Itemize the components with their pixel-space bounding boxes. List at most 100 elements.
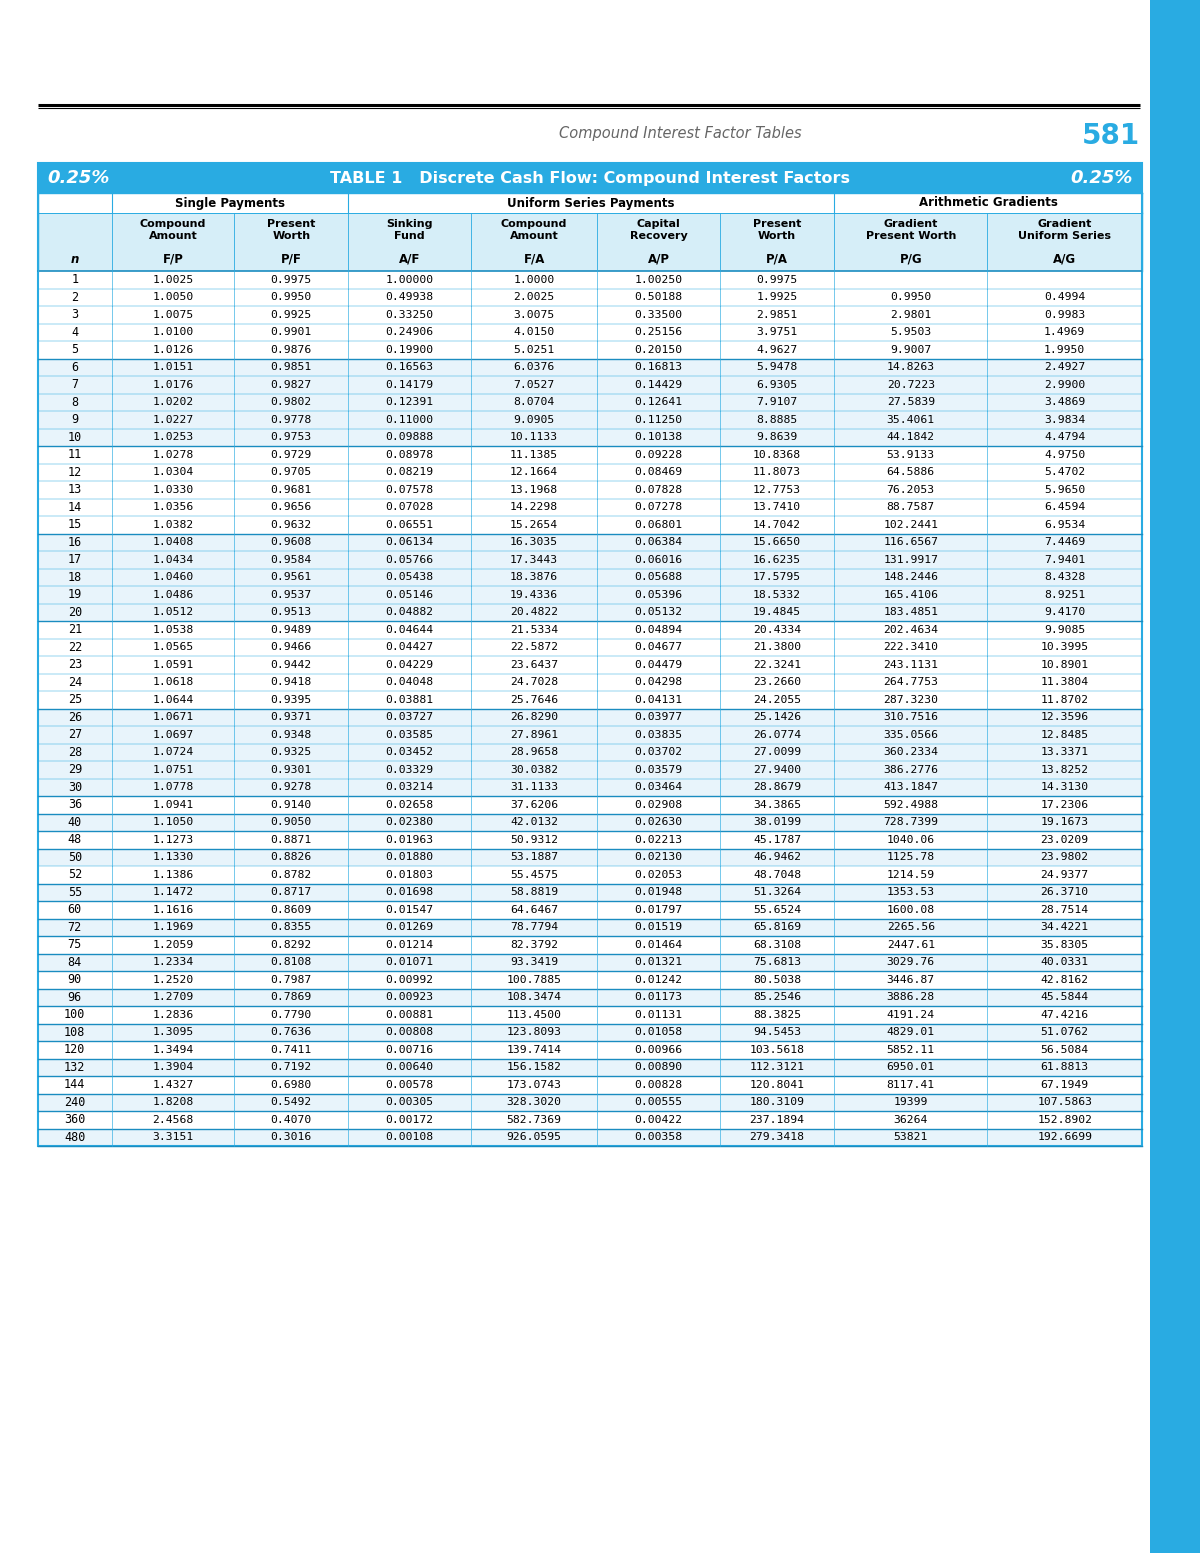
Text: 0.33500: 0.33500: [635, 309, 683, 320]
Text: 0.01547: 0.01547: [385, 905, 433, 915]
Text: 1.00250: 1.00250: [635, 275, 683, 284]
Text: 42.0132: 42.0132: [510, 817, 558, 828]
Text: 1.0538: 1.0538: [152, 624, 193, 635]
Text: P/A: P/A: [766, 253, 788, 266]
Text: 0.01173: 0.01173: [635, 992, 683, 1002]
Text: 0.9681: 0.9681: [271, 485, 312, 495]
Bar: [38, 778, 1142, 797]
Text: 0.00358: 0.00358: [635, 1132, 683, 1143]
Text: 0.9901: 0.9901: [271, 328, 312, 337]
Text: 0.01464: 0.01464: [635, 940, 683, 950]
Text: 0.8826: 0.8826: [271, 853, 312, 862]
Bar: [38, 163, 1142, 193]
Text: 0.06551: 0.06551: [385, 520, 433, 530]
Text: 27.5839: 27.5839: [887, 398, 935, 407]
Text: 0.9050: 0.9050: [271, 817, 312, 828]
Bar: [38, 376, 1142, 393]
Text: 21: 21: [67, 623, 82, 637]
Text: 1.8208: 1.8208: [152, 1098, 193, 1107]
Text: 1.3494: 1.3494: [152, 1045, 193, 1054]
Text: 2: 2: [71, 290, 78, 304]
Text: 30.0382: 30.0382: [510, 764, 558, 775]
Text: 23.9802: 23.9802: [1040, 853, 1088, 862]
Text: 5.0251: 5.0251: [514, 345, 554, 354]
Text: 1.1969: 1.1969: [152, 922, 193, 932]
Text: A/P: A/P: [648, 253, 670, 266]
Bar: [38, 848, 1142, 867]
Text: 38.0199: 38.0199: [754, 817, 802, 828]
Bar: [38, 814, 1142, 831]
Text: 0.04894: 0.04894: [635, 624, 683, 635]
Text: 36: 36: [67, 798, 82, 811]
Text: 0.09228: 0.09228: [635, 450, 683, 460]
Text: 26.3710: 26.3710: [1040, 887, 1088, 898]
Text: 0.19900: 0.19900: [385, 345, 433, 354]
Text: Capital
Recovery: Capital Recovery: [630, 219, 688, 241]
Text: 0.3016: 0.3016: [271, 1132, 312, 1143]
Text: 0.9950: 0.9950: [890, 292, 931, 303]
Bar: [38, 568, 1142, 585]
Text: 1040.06: 1040.06: [887, 836, 935, 845]
Text: 93.3419: 93.3419: [510, 957, 558, 968]
Bar: [38, 213, 1142, 272]
Text: 360.2334: 360.2334: [883, 747, 938, 758]
Text: 0.24906: 0.24906: [385, 328, 433, 337]
Text: 0.00555: 0.00555: [635, 1098, 683, 1107]
Text: 5.4702: 5.4702: [1044, 467, 1085, 477]
Text: 1.0202: 1.0202: [152, 398, 193, 407]
Bar: [38, 323, 1142, 342]
Text: 100.7885: 100.7885: [506, 975, 562, 985]
Text: 0.02213: 0.02213: [635, 836, 683, 845]
Text: 4829.01: 4829.01: [887, 1027, 935, 1037]
Text: 131.9917: 131.9917: [883, 554, 938, 565]
Text: 2.4568: 2.4568: [152, 1115, 193, 1124]
Text: 1.2709: 1.2709: [152, 992, 193, 1002]
Text: 5.9478: 5.9478: [756, 362, 798, 373]
Bar: [38, 463, 1142, 481]
Text: 1.0025: 1.0025: [152, 275, 193, 284]
Text: 0.00578: 0.00578: [385, 1079, 433, 1090]
Text: 3: 3: [71, 307, 78, 321]
Text: 55: 55: [67, 885, 82, 899]
Text: 27: 27: [67, 728, 82, 741]
Text: 28.7514: 28.7514: [1040, 905, 1088, 915]
Text: 0.01797: 0.01797: [635, 905, 683, 915]
Text: 0.9395: 0.9395: [271, 694, 312, 705]
Text: 15.6650: 15.6650: [754, 537, 802, 547]
Text: 8.0704: 8.0704: [514, 398, 554, 407]
Text: 82.3792: 82.3792: [510, 940, 558, 950]
Text: 0.9876: 0.9876: [271, 345, 312, 354]
Text: 14.3130: 14.3130: [1040, 783, 1088, 792]
Text: 80.5038: 80.5038: [754, 975, 802, 985]
Text: 107.5863: 107.5863: [1037, 1098, 1092, 1107]
Text: 19: 19: [67, 589, 82, 601]
Text: 1.0253: 1.0253: [152, 432, 193, 443]
Bar: [38, 1041, 1142, 1059]
Text: 1.0304: 1.0304: [152, 467, 193, 477]
Text: 6.4594: 6.4594: [1044, 502, 1085, 512]
Text: 0.03214: 0.03214: [385, 783, 433, 792]
Text: 6.9305: 6.9305: [756, 380, 798, 390]
Text: 8117.41: 8117.41: [887, 1079, 935, 1090]
Text: Arithmetic Gradients: Arithmetic Gradients: [919, 197, 1057, 210]
Text: 67.1949: 67.1949: [1040, 1079, 1088, 1090]
Text: 1.0591: 1.0591: [152, 660, 193, 669]
Text: 0.04644: 0.04644: [385, 624, 433, 635]
Text: 0.00881: 0.00881: [385, 1009, 433, 1020]
Text: 1.1616: 1.1616: [152, 905, 193, 915]
Text: 0.25%: 0.25%: [1070, 169, 1133, 186]
Bar: [38, 621, 1142, 638]
Text: 0.05132: 0.05132: [635, 607, 683, 617]
Text: 0.9608: 0.9608: [271, 537, 312, 547]
Text: 0.20150: 0.20150: [635, 345, 683, 354]
Text: 0.9802: 0.9802: [271, 398, 312, 407]
Bar: [38, 797, 1142, 814]
Text: 23: 23: [67, 658, 82, 671]
Bar: [38, 306, 1142, 323]
Text: 0.9778: 0.9778: [271, 415, 312, 426]
Text: 0.04479: 0.04479: [635, 660, 683, 669]
Text: 581: 581: [1082, 123, 1140, 151]
Text: 582.7369: 582.7369: [506, 1115, 562, 1124]
Text: A/F: A/F: [398, 253, 420, 266]
Bar: [38, 761, 1142, 778]
